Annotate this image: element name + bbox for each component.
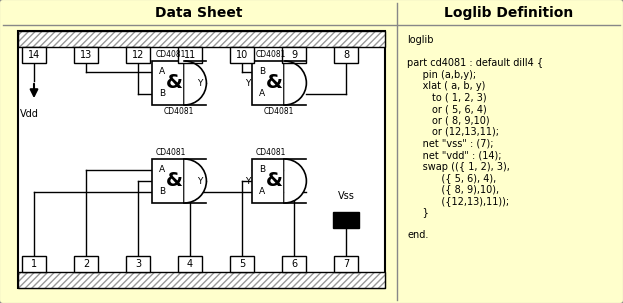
Text: B: B [159, 188, 165, 197]
Text: B: B [259, 68, 265, 76]
Bar [18, 31, 385, 47]
Text: CD4081: CD4081 [256, 148, 287, 157]
Text: pin (a,b,y);: pin (a,b,y); [407, 69, 476, 79]
Text: part cd4081 : default dill4 {: part cd4081 : default dill4 { [407, 58, 543, 68]
Bar [230, 47, 254, 63]
Bar [152, 61, 184, 105]
Text: CD4081: CD4081 [156, 50, 186, 59]
Text: CD4081: CD4081 [164, 107, 194, 116]
Bar [74, 47, 98, 63]
Text: &: & [166, 74, 183, 92]
Bar [282, 256, 306, 272]
Text: ({12,13),11));: ({12,13),11)); [407, 196, 509, 206]
Bar [334, 47, 358, 63]
Text: or ( 8, 9,10): or ( 8, 9,10) [407, 115, 490, 125]
Text: end.: end. [407, 231, 429, 241]
Text: 8: 8 [343, 50, 349, 60]
Text: ({ 5, 6), 4),: ({ 5, 6), 4), [407, 173, 497, 183]
Text: or ( 5, 6, 4): or ( 5, 6, 4) [407, 104, 487, 114]
Text: Y: Y [197, 78, 202, 88]
Text: CD4081: CD4081 [256, 50, 287, 59]
Text: ({ 8, 9),10),: ({ 8, 9),10), [407, 185, 499, 195]
Text: xlat ( a, b, y): xlat ( a, b, y) [407, 81, 485, 91]
Bar [22, 47, 46, 63]
Text: 1: 1 [31, 259, 37, 269]
Text: 14: 14 [28, 50, 40, 60]
Text: Vss: Vss [338, 191, 354, 201]
Wedge shape [285, 159, 307, 203]
Text: 11: 11 [184, 50, 196, 60]
Text: &: & [266, 171, 283, 191]
Wedge shape [184, 159, 206, 203]
Text: 6: 6 [291, 259, 297, 269]
Bar [333, 212, 359, 228]
Text: CD4081: CD4081 [156, 148, 186, 157]
Text: A: A [259, 188, 265, 197]
Text: Y: Y [197, 177, 202, 185]
Text: A: A [159, 165, 165, 175]
Text: 13: 13 [80, 50, 92, 60]
Bar [74, 256, 98, 272]
Text: A: A [259, 89, 265, 98]
Text: net "vss" : (7);: net "vss" : (7); [407, 138, 493, 148]
Bar [178, 47, 202, 63]
Text: Y: Y [245, 78, 250, 88]
Text: Y: Y [245, 177, 250, 185]
Text: Vdd: Vdd [20, 109, 39, 119]
Bar [18, 272, 385, 288]
Text: or (12,13,11);: or (12,13,11); [407, 127, 499, 137]
Text: &: & [166, 171, 183, 191]
Bar [18, 31, 385, 288]
Text: 7: 7 [343, 259, 349, 269]
Bar [252, 61, 285, 105]
Bar [126, 47, 150, 63]
Bar [22, 256, 46, 272]
Text: &: & [266, 74, 283, 92]
Text: net "vdd" : (14);: net "vdd" : (14); [407, 150, 502, 160]
Text: 3: 3 [135, 259, 141, 269]
Text: 4: 4 [187, 259, 193, 269]
Text: B: B [259, 165, 265, 175]
Text: Data Sheet: Data Sheet [155, 6, 242, 20]
Text: 12: 12 [132, 50, 144, 60]
Bar [230, 256, 254, 272]
Text: CD4081: CD4081 [264, 107, 294, 116]
Text: B: B [159, 89, 165, 98]
Bar [152, 159, 184, 203]
Bar [18, 31, 385, 47]
Text: 9: 9 [291, 50, 297, 60]
Bar [334, 256, 358, 272]
Bar [252, 159, 285, 203]
Text: 5: 5 [239, 259, 245, 269]
Bar [282, 47, 306, 63]
Text: Loglib Definition: Loglib Definition [444, 6, 573, 20]
Bar [126, 256, 150, 272]
Wedge shape [285, 61, 307, 105]
Text: 10: 10 [236, 50, 248, 60]
Bar [178, 256, 202, 272]
Text: loglib: loglib [407, 35, 434, 45]
Text: }: } [407, 208, 429, 218]
Text: A: A [159, 68, 165, 76]
Text: 2: 2 [83, 259, 89, 269]
Text: to ( 1, 2, 3): to ( 1, 2, 3) [407, 92, 487, 102]
Bar [18, 272, 385, 288]
Wedge shape [184, 61, 206, 105]
Text: swap (({ 1, 2), 3),: swap (({ 1, 2), 3), [407, 161, 510, 171]
